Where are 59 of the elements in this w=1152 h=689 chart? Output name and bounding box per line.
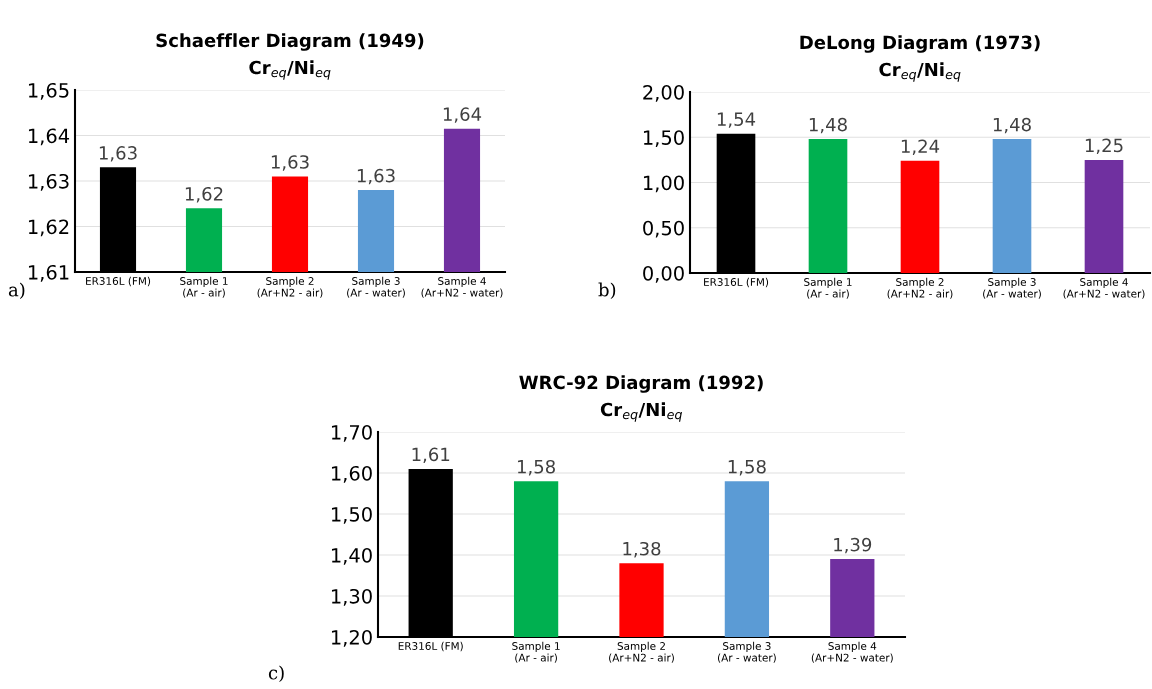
x-tick-label: Sample 2 (Ar+N2 - air)	[887, 277, 953, 299]
y-tick-label: 1,20	[331, 629, 372, 647]
data-label: 1,39	[834, 537, 872, 554]
x-tick-label: Sample 4 (Ar+N2 - water)	[1063, 277, 1145, 299]
x-tick-label: ER316L (FM)	[398, 641, 463, 652]
data-label: 1,64	[443, 107, 482, 123]
chart-title: WRC-92 Diagram (1992)	[519, 375, 763, 393]
y-tick-label: 1,64	[28, 128, 70, 146]
x-tick-label: Sample 4 (Ar+N2 - water)	[811, 641, 893, 663]
x-tick-label: Sample 3 (Ar - water)	[718, 641, 776, 663]
bar	[900, 160, 940, 273]
y-tick-label: 1,30	[331, 588, 372, 606]
x-tick-label: Sample 3 (Ar - water)	[347, 276, 405, 298]
x-tick-label: Sample 4 (Ar+N2 - water)	[421, 276, 503, 298]
y-tick-label: 1,65	[28, 82, 69, 100]
y-tick-label: 1,63	[28, 173, 69, 191]
x-tick-label: Sample 2 (Ar+N2 - air)	[257, 276, 323, 298]
data-label: 1,54	[717, 112, 756, 128]
x-tick-label: ER316L (FM)	[86, 276, 151, 287]
y-tick-label: 1,00	[643, 175, 684, 193]
y-tick-label: 1,61	[28, 264, 69, 282]
text: b)	[598, 282, 616, 300]
chart-subtitle: Cr$_{eq}$/Ni$_{eq}$	[600, 402, 682, 422]
y-tick-label: 1,40	[331, 547, 372, 565]
text: c)	[268, 665, 284, 683]
data-label: 1,63	[357, 168, 395, 185]
x-tick-label: ER316L (FM)	[704, 277, 769, 288]
data-label: 1,24	[901, 139, 940, 155]
y-tick-label: 0,00	[643, 265, 684, 283]
x-tick-label: Sample 3 (Ar - water)	[983, 277, 1041, 299]
data-label: 1,62	[185, 186, 223, 203]
bar	[808, 139, 848, 273]
y-tick-label: 1,62	[28, 219, 69, 237]
data-label: 1,58	[728, 459, 766, 476]
y-tick-label: 1,70	[331, 424, 372, 442]
text: a)	[8, 282, 25, 300]
data-label: 1,48	[809, 117, 847, 134]
x-tick-label: Sample 1 (Ar - air)	[512, 641, 560, 663]
data-label: 1,63	[99, 146, 137, 162]
chart-subtitle: Cr$_{eq}$/Ni$_{eq}$	[879, 62, 961, 82]
data-label: 1,38	[623, 541, 661, 558]
data-label: 1,63	[271, 155, 309, 171]
data-label: 1,61	[412, 447, 450, 464]
bar	[992, 139, 1032, 273]
bar	[1084, 159, 1124, 273]
y-tick-label: 0,50	[643, 220, 684, 238]
y-tick-label: 1,50	[643, 130, 684, 147]
data-label: 1,58	[517, 459, 555, 476]
y-tick-label: 1,50	[331, 506, 372, 524]
data-label: 1,25	[1085, 138, 1123, 155]
chart-subtitle: Cr$_{eq}$/Ni$_{eq}$	[249, 60, 331, 80]
x-tick-label: Sample 1 (Ar - air)	[804, 277, 852, 299]
chart-title: Schaeffler Diagram (1949)	[156, 33, 424, 51]
data-label: 1,48	[993, 117, 1031, 134]
x-tick-label: Sample 2 (Ar+N2 - air)	[609, 641, 674, 663]
x-tick-label: Sample 1 (Ar - air)	[180, 276, 228, 298]
y-tick-label: 2,00	[643, 84, 684, 102]
y-tick-label: 1,60	[331, 465, 372, 483]
chart-title: DeLong Diagram (1973)	[800, 35, 1040, 53]
